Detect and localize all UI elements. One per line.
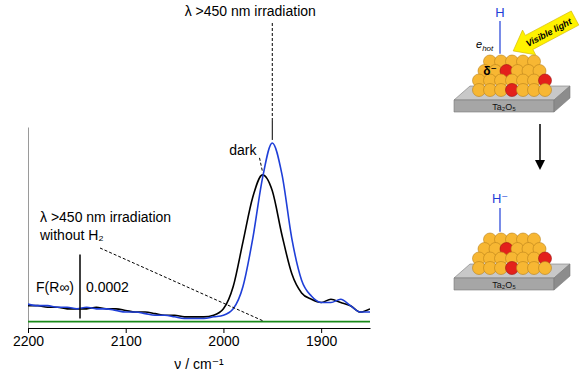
series-labels: darkλ >450 nm irradiationλ >450 nm irrad… bbox=[39, 3, 316, 321]
support-front bbox=[454, 100, 554, 112]
x-tick-label: 2200 bbox=[13, 333, 44, 349]
x-axis-title: ν / cm⁻¹ bbox=[174, 356, 224, 372]
series-label: dark bbox=[229, 142, 257, 158]
charge-label: δ⁻ bbox=[483, 64, 497, 78]
series-label-line: λ >450 nm irradiation bbox=[185, 3, 316, 19]
bond-line bbox=[499, 21, 500, 54]
x-tick-label: 2100 bbox=[111, 333, 142, 349]
series-label-line: without H₂ bbox=[39, 227, 104, 243]
series-label: λ >450 nm irradiation without H₂ bbox=[39, 209, 171, 243]
scale-bar bbox=[79, 255, 81, 319]
x-axis-line bbox=[29, 328, 371, 329]
leader-line bbox=[272, 23, 273, 121]
series-line bbox=[28, 143, 370, 318]
support-side bbox=[554, 86, 570, 112]
series-line bbox=[28, 321, 370, 323]
support-front bbox=[454, 278, 554, 290]
series-label-line: λ >450 nm irradiation bbox=[40, 209, 171, 225]
scale-bar-title: F(R∞) bbox=[36, 279, 74, 295]
process-arrow-head bbox=[535, 160, 545, 170]
y-axis-line bbox=[28, 128, 29, 329]
x-tick: 1900 bbox=[306, 328, 337, 349]
x-tick: 2200 bbox=[13, 328, 44, 349]
x-axis: 2200 2100 2000 1900 bbox=[13, 328, 371, 349]
x-tick-label: 2000 bbox=[208, 333, 239, 349]
panel: Ta₂O₅ bbox=[454, 55, 570, 112]
light-arrow-shape bbox=[507, 6, 582, 64]
chart-canvas: 2200 2100 2000 1900 ν / cm⁻¹ dark λ >450 nm ir… bbox=[0, 0, 584, 379]
light-label: Visible light bbox=[524, 16, 574, 49]
electron-subscript: hot bbox=[482, 44, 494, 53]
adsorbate-label: H bbox=[495, 5, 504, 20]
leader-line bbox=[260, 158, 263, 172]
particle-atom bbox=[539, 262, 552, 275]
plot-area bbox=[28, 143, 370, 322]
x-tick: 2000 bbox=[208, 328, 239, 349]
series-label-line: dark bbox=[229, 142, 257, 158]
electron-label: ehot bbox=[476, 38, 494, 53]
y-axis bbox=[28, 128, 29, 329]
series-label: λ >450 nm irradiation bbox=[185, 3, 316, 19]
support-label: Ta₂O₅ bbox=[492, 102, 516, 112]
bond-line bbox=[499, 208, 500, 232]
illustration: Ta₂O₅ Hehot δ⁻ Visible light Ta₂O₅ H⁻ bbox=[454, 5, 582, 290]
panel: Ta₂O₅ bbox=[454, 233, 570, 290]
leader-line bbox=[272, 121, 273, 140]
process-arrow bbox=[539, 124, 541, 162]
particle-atom bbox=[539, 84, 552, 97]
x-tick: 2100 bbox=[111, 328, 142, 349]
scale-bar-value: 0.0002 bbox=[86, 279, 129, 295]
support-side bbox=[554, 264, 570, 290]
adsorbate-label: H⁻ bbox=[492, 191, 508, 206]
support-label: Ta₂O₅ bbox=[492, 280, 516, 290]
x-tick-label: 1900 bbox=[306, 333, 337, 349]
light-arrow: Visible light bbox=[507, 6, 582, 64]
